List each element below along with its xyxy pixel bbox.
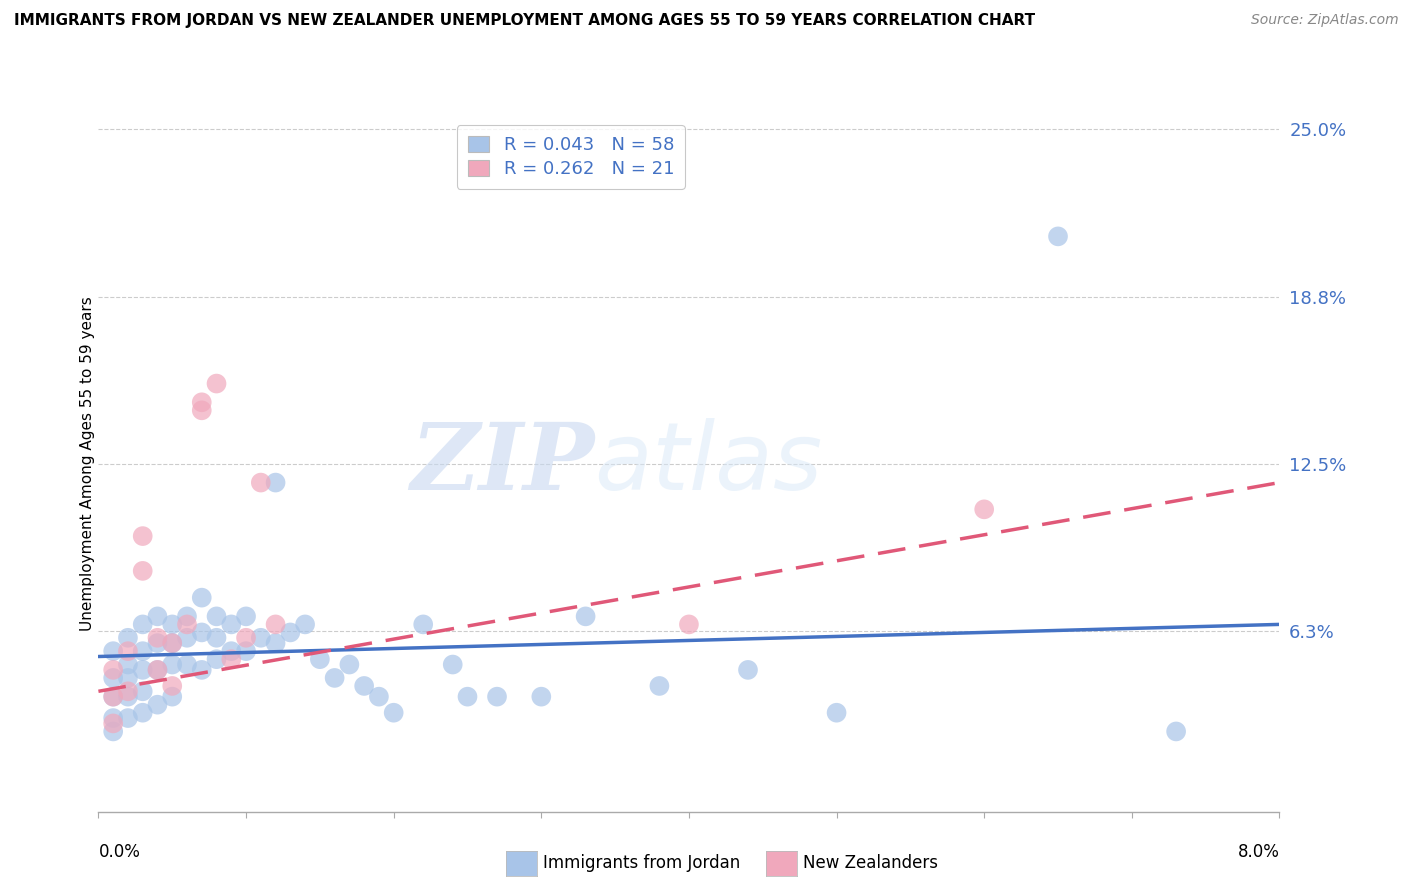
Point — [294, 617, 316, 632]
Point — [825, 706, 848, 720]
Point — [648, 679, 671, 693]
Text: Source: ZipAtlas.com: Source: ZipAtlas.com — [1251, 13, 1399, 28]
Point — [117, 711, 139, 725]
Point — [103, 724, 124, 739]
Point — [191, 591, 214, 605]
Point — [103, 671, 124, 685]
Point — [117, 671, 139, 685]
Point — [278, 625, 301, 640]
Point — [146, 631, 169, 645]
Point — [117, 644, 139, 658]
Point — [176, 657, 198, 672]
Point — [132, 644, 155, 658]
Point — [146, 636, 169, 650]
Point — [250, 631, 273, 645]
Point — [456, 690, 478, 704]
Point — [191, 395, 214, 409]
Point — [1164, 724, 1187, 739]
Point — [323, 671, 346, 685]
Point — [353, 679, 375, 693]
Point — [146, 698, 169, 712]
Point — [176, 617, 198, 632]
Point — [103, 644, 124, 658]
Point — [441, 657, 464, 672]
Point — [117, 631, 139, 645]
Text: Immigrants from Jordan: Immigrants from Jordan — [543, 855, 740, 872]
Point — [574, 609, 596, 624]
Point — [367, 690, 389, 704]
Point — [308, 652, 332, 666]
Point — [146, 609, 169, 624]
Point — [176, 609, 198, 624]
Point — [264, 636, 287, 650]
Point — [176, 631, 198, 645]
Point — [205, 609, 228, 624]
Point — [132, 529, 155, 543]
Point — [132, 706, 155, 720]
Point — [162, 657, 183, 672]
Text: 8.0%: 8.0% — [1237, 843, 1279, 861]
Point — [250, 475, 273, 490]
Point — [132, 684, 155, 698]
Point — [146, 663, 169, 677]
Point — [132, 564, 155, 578]
Point — [162, 617, 183, 632]
Point — [103, 690, 124, 704]
Point — [678, 617, 700, 632]
Point — [235, 631, 257, 645]
Text: IMMIGRANTS FROM JORDAN VS NEW ZEALANDER UNEMPLOYMENT AMONG AGES 55 TO 59 YEARS C: IMMIGRANTS FROM JORDAN VS NEW ZEALANDER … — [14, 13, 1035, 29]
Point — [146, 663, 169, 677]
Point — [235, 644, 257, 658]
Point — [162, 636, 183, 650]
Point — [382, 706, 405, 720]
Legend: R = 0.043   N = 58, R = 0.262   N = 21: R = 0.043 N = 58, R = 0.262 N = 21 — [457, 125, 685, 188]
Point — [219, 617, 242, 632]
Text: ZIP: ZIP — [411, 419, 595, 508]
Point — [103, 663, 124, 677]
Point — [737, 663, 759, 677]
Point — [205, 652, 228, 666]
Point — [264, 475, 287, 490]
Point — [264, 617, 287, 632]
Point — [117, 657, 139, 672]
Point — [191, 625, 214, 640]
Point — [1046, 229, 1069, 244]
Point — [219, 652, 242, 666]
Point — [973, 502, 995, 516]
Point — [103, 711, 124, 725]
Point — [132, 617, 155, 632]
Point — [162, 690, 183, 704]
Point — [205, 631, 228, 645]
Text: 0.0%: 0.0% — [98, 843, 141, 861]
Point — [191, 403, 214, 417]
Point — [191, 663, 214, 677]
Point — [530, 690, 553, 704]
Point — [117, 690, 139, 704]
Point — [235, 609, 257, 624]
Point — [162, 679, 183, 693]
Point — [205, 376, 228, 391]
Point — [132, 663, 155, 677]
Point — [117, 684, 139, 698]
Text: atlas: atlas — [595, 418, 823, 509]
Point — [162, 636, 183, 650]
Y-axis label: Unemployment Among Ages 55 to 59 years: Unemployment Among Ages 55 to 59 years — [80, 296, 94, 632]
Point — [103, 690, 124, 704]
Point — [103, 716, 124, 731]
Text: New Zealanders: New Zealanders — [803, 855, 938, 872]
Point — [337, 657, 360, 672]
Point — [412, 617, 434, 632]
Point — [219, 644, 242, 658]
Point — [485, 690, 508, 704]
